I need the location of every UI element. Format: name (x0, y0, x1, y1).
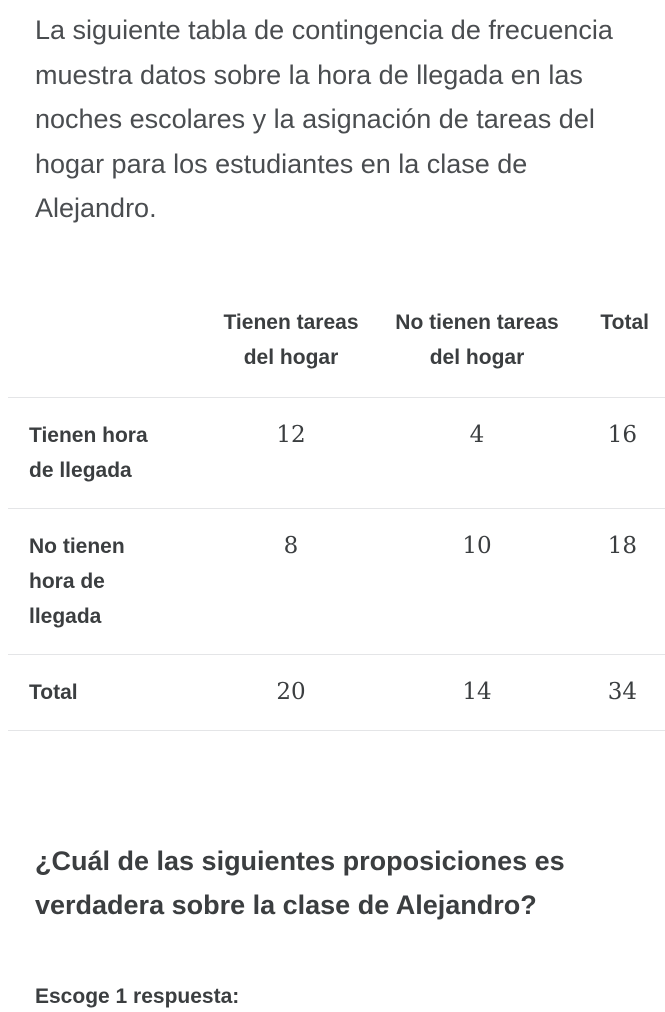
table-row: Tienen hora de llegada 12 4 16 (8, 397, 665, 509)
header-total: Total (600, 311, 649, 334)
cell-total: 34 (570, 654, 665, 731)
header-corner (8, 300, 198, 398)
table-header-row: Tienen tareas del hogar No tienen tareas… (8, 300, 665, 398)
cell-value: 20 (198, 654, 384, 731)
row-label-no-curfew: No tienen hora de llegada (8, 508, 198, 655)
cell-value: 4 (384, 397, 570, 509)
header-have-chores: Tienen tareas del hogar (223, 311, 359, 369)
row-label-curfew: Tienen hora de llegada (8, 397, 198, 509)
cell-total: 18 (570, 508, 665, 655)
cell-value: 8 (198, 508, 384, 655)
cell-total: 16 (570, 397, 665, 509)
cell-value: 14 (384, 654, 570, 731)
table-row: No tienen hora de llegada 8 10 18 (8, 508, 665, 655)
contingency-table: Tienen tareas del hogar No tienen tareas… (8, 300, 665, 731)
row-label-total: Total (8, 654, 198, 731)
cell-value: 12 (198, 397, 384, 509)
question-text: ¿Cuál de las siguientes proposiciones es… (35, 846, 565, 920)
cell-value: 10 (384, 508, 570, 655)
header-no-chores: No tienen tareas del hogar (395, 311, 559, 369)
contingency-table-container: Tienen tareas del hogar No tienen tareas… (8, 300, 665, 731)
table-row: Total 20 14 34 (8, 654, 665, 731)
intro-text: La siguiente tabla de contingencia de fr… (35, 15, 613, 223)
choose-answer-label: Escoge 1 respuesta: (35, 985, 240, 1008)
